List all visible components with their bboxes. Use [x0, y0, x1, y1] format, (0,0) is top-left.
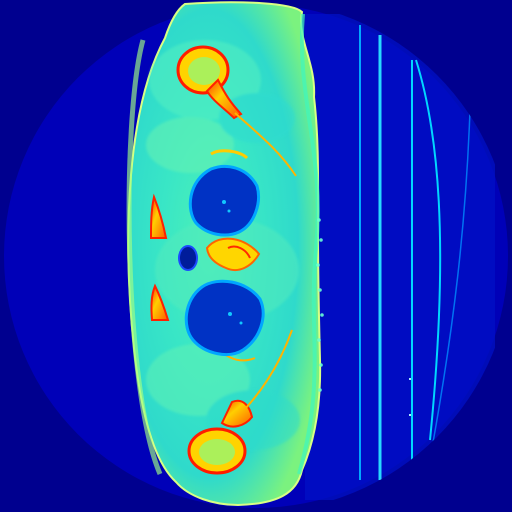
upper-bone-structure: [176, 45, 297, 177]
outer-curved-line: [427, 109, 471, 471]
left-body-edge: [126, 39, 163, 475]
right-body-edge: [297, 13, 320, 475]
lower-bone-structure: [187, 329, 293, 475]
right-edge-noise: [316, 218, 324, 392]
dark-cavities: [178, 164, 265, 356]
tiny-markers: [409, 378, 411, 416]
central-bright-structures: [205, 149, 261, 362]
left-small-bones: [149, 193, 170, 321]
curved-line: [415, 59, 442, 441]
